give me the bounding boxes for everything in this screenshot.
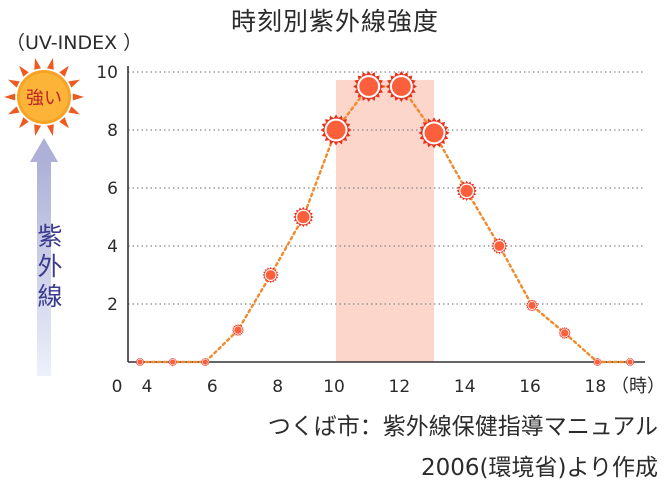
increase-arrow: [30, 138, 58, 376]
x-tick-label: 4: [142, 377, 153, 397]
sun-core: [561, 329, 569, 337]
badge-ray: [8, 106, 20, 115]
badge-ray: [59, 117, 69, 129]
sun-core: [359, 77, 379, 96]
badge-ray: [4, 93, 16, 101]
data-point: [593, 357, 602, 367]
side-label-uv: 紫 外 線: [34, 222, 66, 312]
sun-core: [137, 359, 143, 365]
y-tick-label: 2: [107, 295, 118, 315]
badge-ray: [34, 58, 41, 70]
peak-hours-band: [336, 80, 435, 362]
sun-core: [170, 359, 176, 365]
source-line-2: 2006(環境省)より作成: [420, 455, 658, 481]
x-tick-label: 18: [585, 377, 607, 397]
data-point: [320, 114, 352, 146]
data-point: [418, 117, 450, 149]
y-axis-unit-label: （UV-INDEX ）: [6, 32, 143, 54]
badge-ray: [19, 117, 29, 129]
side-label-char: 線: [37, 282, 63, 311]
sun-core: [326, 120, 346, 140]
data-point: [491, 237, 508, 255]
data-point: [385, 70, 417, 103]
x-tick-label: 12: [389, 377, 411, 397]
sun-core: [202, 359, 208, 365]
x-tick-label: 0: [112, 377, 123, 397]
sun-core: [627, 359, 633, 365]
sun-core: [297, 210, 310, 224]
arrow-head: [30, 138, 58, 162]
x-tick-label: 8: [272, 377, 283, 397]
x-axis-unit-label: （時）: [611, 376, 665, 397]
data-point: [168, 357, 177, 367]
sun-core: [265, 270, 276, 280]
data-point: [262, 266, 279, 284]
data-point: [231, 324, 245, 337]
sun-core: [424, 123, 444, 143]
y-tick-label: 10: [96, 63, 118, 83]
x-tick-label: 16: [519, 377, 541, 397]
badge-ray: [59, 65, 69, 77]
sun-core: [494, 241, 505, 251]
sun-core: [391, 77, 411, 96]
badge-ray: [47, 124, 54, 136]
chart-title: 時刻別紫外線強度: [230, 7, 439, 36]
badge-ray: [68, 79, 80, 88]
badge-ray: [72, 93, 84, 101]
data-point: [525, 299, 539, 312]
badge-ray: [19, 65, 29, 77]
x-tick-label: 6: [207, 377, 218, 397]
sun-core: [594, 359, 601, 365]
badge-core: [20, 73, 68, 121]
sun-core: [460, 184, 473, 198]
y-tick-label: 4: [107, 237, 118, 257]
source-line-1: つくば市：紫外線保健指導マニュアル: [267, 414, 658, 440]
data-point: [135, 357, 145, 367]
data-point: [293, 206, 314, 228]
badge-ray: [47, 58, 54, 70]
arrow-shaft: [37, 162, 51, 376]
badge-ray: [8, 79, 20, 88]
sun-core: [528, 301, 536, 310]
y-tick-label: 8: [107, 121, 118, 141]
strong-uv-badge: 強い: [4, 58, 84, 136]
sun-core: [234, 326, 242, 334]
badge-text: 強い: [26, 88, 62, 109]
data-point: [625, 357, 635, 367]
data-point: [353, 70, 385, 103]
y-tick-label: 6: [107, 179, 118, 199]
uv-series-line: [138, 85, 632, 364]
badge-ray: [34, 124, 41, 136]
badge-ray: [68, 106, 80, 115]
data-point: [201, 357, 210, 367]
side-label-char: 外: [37, 252, 63, 281]
x-tick-label: 14: [454, 377, 476, 397]
side-label-char: 紫: [37, 222, 63, 251]
data-point: [558, 326, 571, 340]
x-tick-label: 10: [323, 377, 345, 397]
data-point: [456, 180, 477, 202]
